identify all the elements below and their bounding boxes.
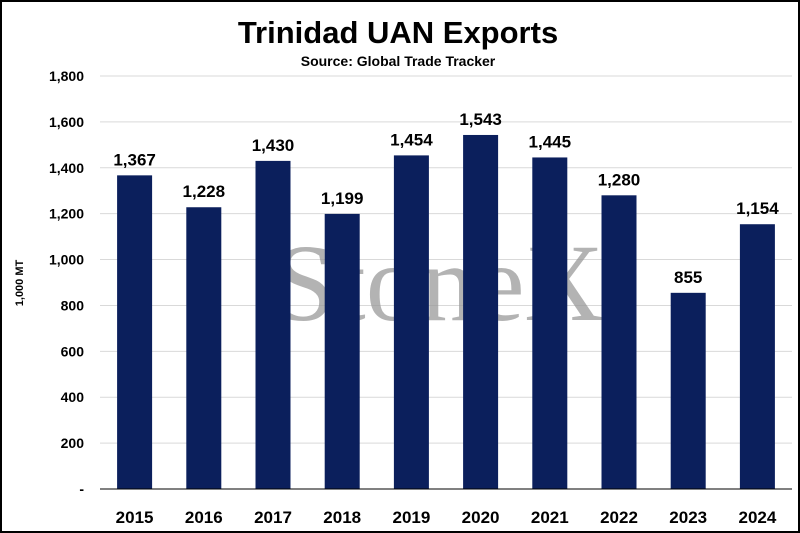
x-tick-label: 2021 <box>531 508 569 527</box>
y-tick-label: - <box>79 481 84 497</box>
bar-2019 <box>393 155 429 490</box>
data-label-2023: 855 <box>674 268 702 287</box>
data-label-2018: 1,199 <box>321 189 364 208</box>
x-tick-label: 2019 <box>392 508 430 527</box>
y-tick-label: 1,600 <box>49 114 84 130</box>
data-label-2022: 1,280 <box>598 170 641 189</box>
bar-2021 <box>532 157 568 490</box>
bars <box>117 134 775 490</box>
bar-2023 <box>670 292 706 489</box>
y-tick-label: 1,200 <box>49 206 84 222</box>
bar-2022 <box>601 195 637 490</box>
bar-2016 <box>186 207 222 489</box>
y-tick-label: 600 <box>61 343 85 359</box>
x-tick-label: 2023 <box>669 508 707 527</box>
chart-subtitle: Source: Global Trade Tracker <box>301 53 496 69</box>
bar-2020 <box>463 134 499 489</box>
data-label-2021: 1,445 <box>529 132 572 151</box>
data-label-2019: 1,454 <box>390 130 433 149</box>
data-label-2024: 1,154 <box>736 199 779 218</box>
bar-2018 <box>324 213 360 489</box>
data-label-2017: 1,430 <box>252 136 295 155</box>
x-tick-label: 2015 <box>116 508 154 527</box>
bar-2015 <box>117 175 153 490</box>
x-tick-label: 2022 <box>600 508 638 527</box>
chart-title: Trinidad UAN Exports <box>238 15 558 50</box>
x-tick-label: 2016 <box>185 508 223 527</box>
bar-2024 <box>739 224 775 489</box>
y-axis-ticks: - 200 400 600 800 1,000 1,200 1,400 1,600 1,800 <box>49 68 84 497</box>
x-tick-label: 2024 <box>738 508 776 527</box>
x-tick-label: 2017 <box>254 508 292 527</box>
y-tick-label: 1,800 <box>49 68 84 84</box>
y-axis-label: 1,000 MT <box>14 259 26 306</box>
x-tick-label: 2020 <box>462 508 500 527</box>
data-label-2020: 1,543 <box>459 110 502 129</box>
y-tick-label: 1,000 <box>49 252 84 268</box>
y-tick-label: 800 <box>61 297 85 313</box>
bar-2017 <box>255 160 291 489</box>
x-axis-ticks: 2015 2016 2017 2018 2019 2020 2021 2022 2023 2024 <box>116 508 777 527</box>
x-tick-label: 2018 <box>323 508 361 527</box>
y-tick-label: 1,400 <box>49 160 84 176</box>
y-tick-label: 400 <box>61 389 85 405</box>
data-label-2016: 1,228 <box>183 182 226 201</box>
data-labels: 1,367 1,228 1,430 1,199 1,454 1,543 1,445 1,280… <box>113 110 779 287</box>
data-label-2015: 1,367 <box>113 150 156 169</box>
y-tick-label: 200 <box>61 435 85 451</box>
